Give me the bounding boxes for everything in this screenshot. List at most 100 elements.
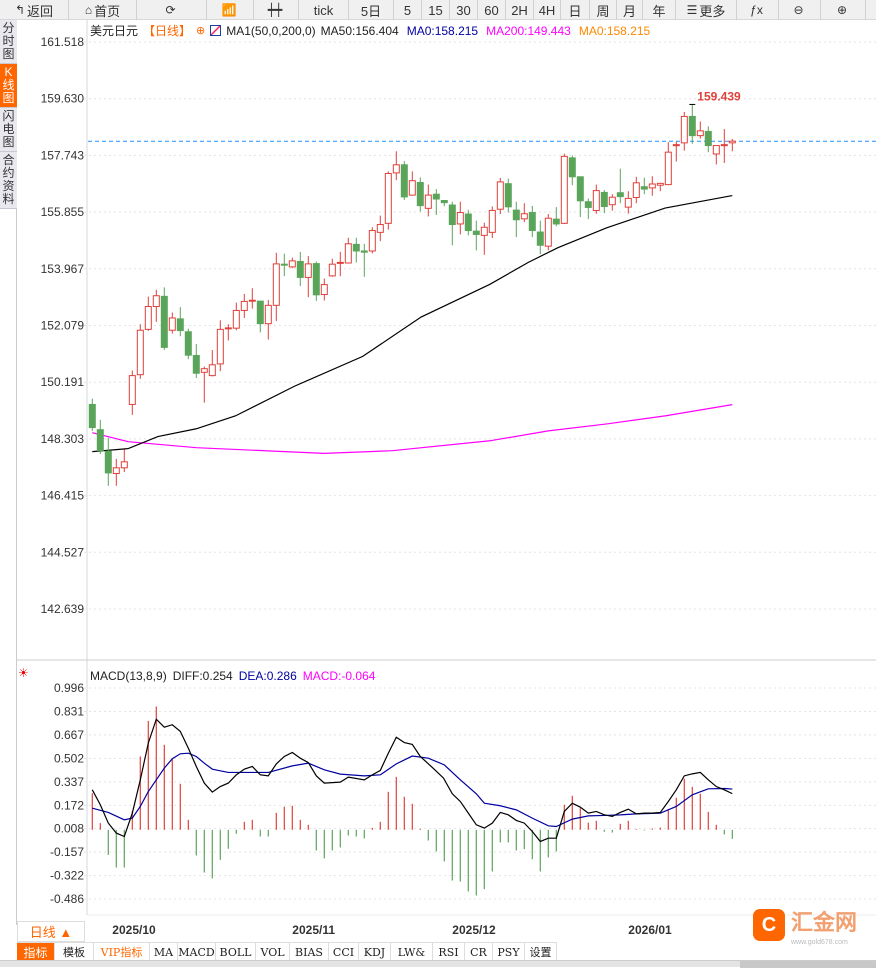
toolbar-button-item-10[interactable]: 60 [478, 0, 506, 20]
diff-line [91, 718, 733, 843]
date-tick-label: 2025/10 [112, 923, 156, 937]
indicator-tab-12[interactable]: CR [465, 943, 493, 961]
toolbar-button-zoom-out[interactable]: ⊖ [779, 0, 821, 20]
indicator-tab-0[interactable]: 指标 [17, 943, 55, 961]
horizontal-scrollbar[interactable] [0, 960, 876, 968]
symbol-name: 美元日元 [90, 24, 139, 38]
macd-tick-label: 0.996 [54, 681, 84, 695]
sidebar-tab-2[interactable]: 闪电图 [0, 108, 17, 152]
sidebar-tab-3[interactable]: 合约资料 [0, 152, 17, 209]
toolbar-button-item-17[interactable]: ☰ 更多 [676, 0, 737, 20]
indicator-tab-11[interactable]: RSI [433, 943, 465, 961]
toolbar-label: 60 [484, 2, 499, 18]
candle-up [200, 368, 208, 373]
candle-down [192, 354, 200, 374]
candle-down [576, 176, 584, 202]
candle-up [648, 183, 656, 189]
candle-up [496, 181, 504, 210]
indicator-tab-13[interactable]: PSY [493, 943, 525, 961]
macd-tick-label: 0.667 [54, 728, 84, 742]
macd-tick-label: 0.831 [54, 704, 84, 718]
candle-down [400, 164, 408, 198]
toolbar-button-item-1[interactable]: ⌂ 首页 [69, 0, 137, 20]
ma-indicator-name: MA1(50,0,200,0) [226, 23, 316, 38]
toolbar-button-item-8[interactable]: 15 [422, 0, 450, 20]
toolbar-button-item-16[interactable]: 年 [643, 0, 676, 20]
indicator-tab-1[interactable]: 模板 [55, 943, 94, 961]
toolbar-button-item-0[interactable]: ↰ 返回 [0, 0, 69, 20]
candle-up [264, 304, 272, 325]
macd-legend: MACD(13,8,9) DIFF:0.254 DEA:0.286 MACD:-… [90, 669, 375, 683]
indicator-tab-9[interactable]: KDJ [359, 943, 391, 961]
candle-up [152, 295, 160, 308]
sidebar-tab-1[interactable]: K线图 [0, 64, 17, 108]
date-tick-label: 2025/11 [292, 923, 335, 937]
toolbar-label: 2H [511, 2, 528, 18]
macd-tick-label: -0.157 [50, 845, 84, 859]
candle-down [704, 130, 712, 147]
candle-down [432, 193, 440, 200]
sidebar-tab-0[interactable]: 分时图 [0, 20, 17, 64]
diff-value: DIFF:0.254 [172, 669, 233, 683]
dea-line [92, 752, 733, 828]
candle-up [248, 299, 256, 302]
logo: C 汇金网 www.gold678.com [753, 907, 873, 951]
toolbar-button-zoom-in[interactable]: ⊕ [821, 0, 866, 20]
toolbar-button-item-7[interactable]: 5 [394, 0, 422, 20]
candle-up [384, 172, 392, 224]
price-tick-label: 155.855 [41, 205, 85, 219]
toolbar-button-candlestick[interactable]: ┿┿ [254, 0, 299, 20]
toolbar-button-item-9[interactable]: 30 [450, 0, 478, 20]
candle-up [480, 226, 488, 236]
toolbar-button-item-11[interactable]: 2H [506, 0, 534, 20]
macd-settings-icon[interactable]: ☀ [18, 666, 29, 680]
candle-up [208, 364, 216, 377]
menu-icon: ☰ [686, 3, 698, 17]
line-chart-icon: 📶 [221, 3, 237, 17]
candle-up [728, 140, 736, 144]
toolbar-button-item-14[interactable]: 周 [590, 0, 617, 20]
candle-down [416, 181, 424, 207]
indicator-tab-4[interactable]: MACD [178, 943, 216, 961]
scroll-up-button[interactable] [740, 961, 876, 968]
indicator-tab-2[interactable]: VIP指标 [94, 943, 150, 961]
indicator-tab-8[interactable]: CCI [329, 943, 359, 961]
toolbar-label: 首页 [94, 3, 121, 19]
toolbar-button-formula-fx[interactable]: ƒx [737, 0, 779, 20]
indicator-tab-6[interactable]: VOL [256, 943, 290, 961]
toolbar-label: 日 [568, 3, 582, 19]
indicator-tab-7[interactable]: BIAS [290, 943, 329, 961]
candle-up [128, 375, 136, 405]
indicator-tab-3[interactable]: MA [150, 943, 178, 961]
ma50-value: MA50:156.404 [320, 23, 399, 38]
candle-down [688, 115, 696, 137]
indicator-tab-5[interactable]: BOLL [216, 943, 256, 961]
date-tick-label: 2026/01 [628, 923, 672, 937]
indicator-tab-14[interactable]: 设置 [525, 943, 557, 961]
toolbar-label: 4H [538, 2, 556, 18]
home-icon: ⌂ [84, 3, 93, 17]
indicator-chart-icon[interactable] [210, 25, 222, 36]
candle-down [600, 191, 608, 208]
candle-up [144, 306, 152, 330]
toolbar-button-item-15[interactable]: 月 [617, 0, 643, 20]
settings-circle-icon[interactable]: ⊕ [196, 25, 206, 37]
toolbar-button-refresh[interactable]: ⟳ [137, 0, 207, 20]
candle-up [408, 180, 416, 196]
price-tick-label: 157.743 [41, 148, 85, 162]
toolbar-button-line-chart[interactable]: 📶 [207, 0, 254, 20]
toolbar-button-item-12[interactable]: 4H [534, 0, 561, 20]
candle-up [424, 194, 432, 209]
candle-down [360, 250, 368, 253]
indicator-tab-10[interactable]: LW& [391, 943, 433, 961]
toolbar-button-item-6[interactable]: 5日 [349, 0, 394, 20]
toolbar-button-item-5[interactable]: tick [299, 0, 349, 20]
period-selector[interactable]: 日线 ▲ [17, 921, 85, 942]
candle-up [560, 155, 568, 224]
candle-up [120, 461, 128, 469]
macd-name: MACD(13,8,9) [90, 669, 167, 683]
price-tick-label: 150.191 [41, 375, 85, 389]
indicator-tabs: 指标 模板 VIP指标 MA MACD BOLL VOL BIAS CCI KDJ LW& RSI CR… [17, 942, 557, 961]
candle-down [96, 429, 104, 452]
toolbar-button-item-13[interactable]: 日 [561, 0, 590, 20]
